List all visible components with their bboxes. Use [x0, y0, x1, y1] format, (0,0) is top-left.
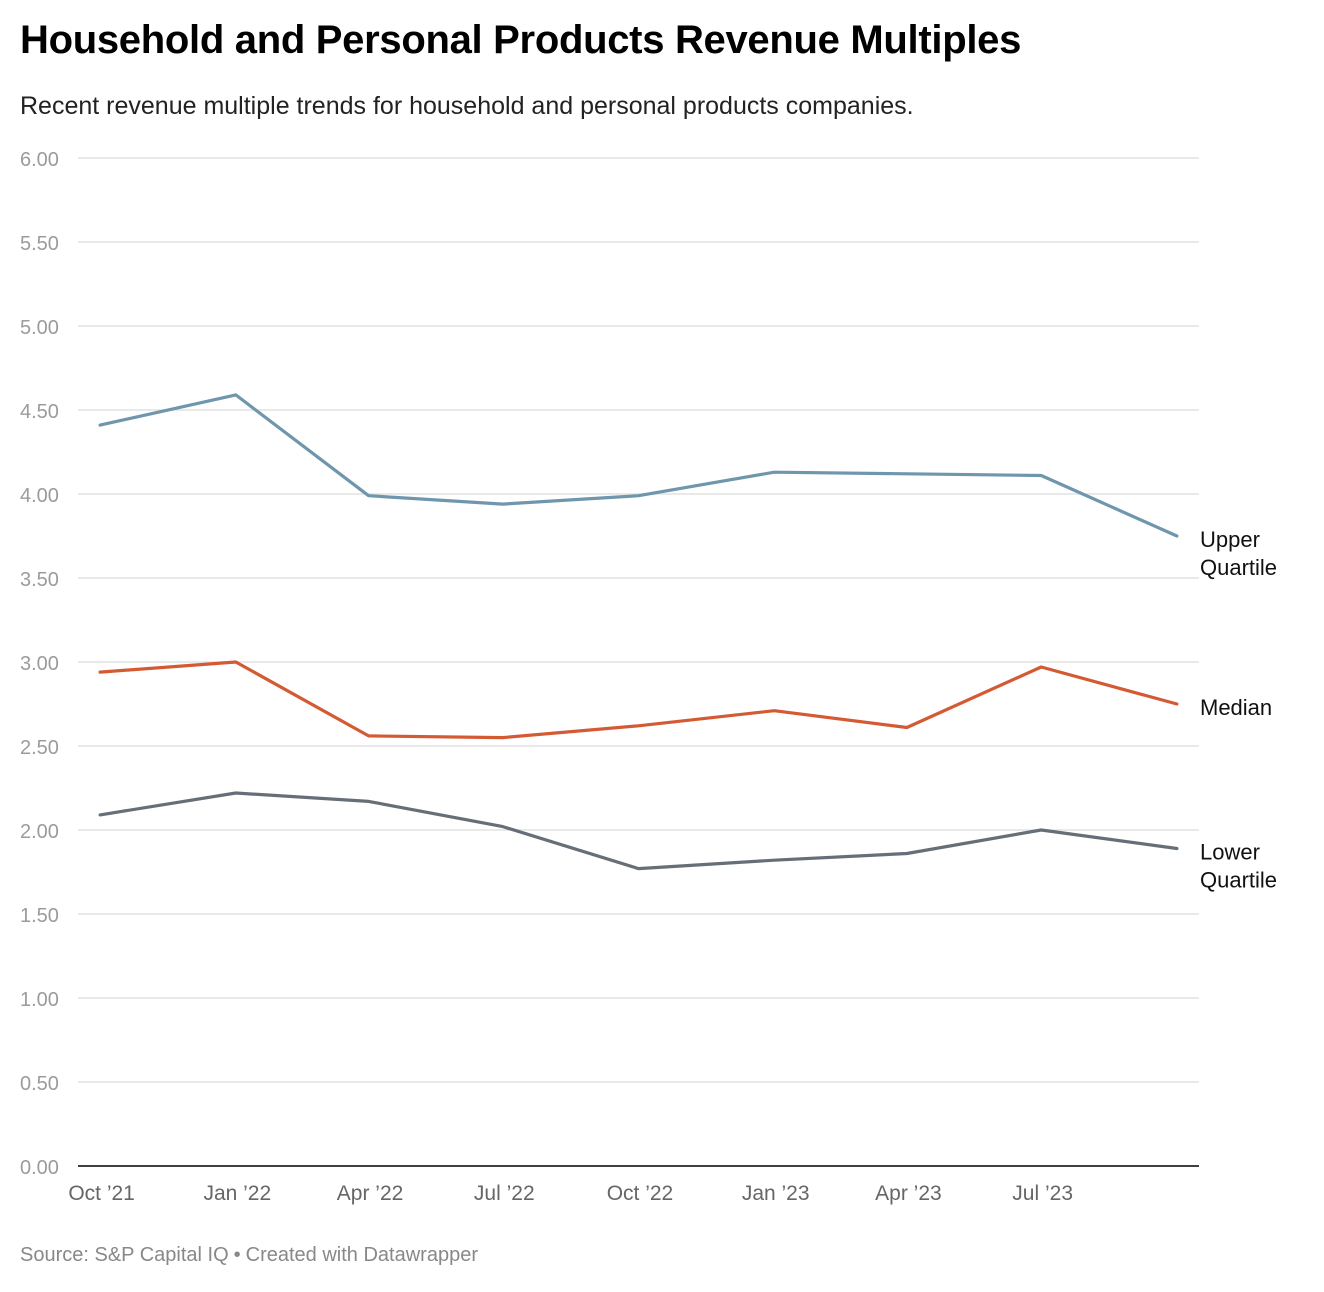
data-point-median	[637, 724, 640, 728]
data-point-lower-quartile	[98, 813, 102, 817]
data-point-lower-quartile	[773, 859, 776, 862]
y-tick-label: 6.00	[20, 149, 59, 171]
y-axis-tick-labels: 0.00 0.50 1.00 1.50 2.00 2.50 3.00 3.50 4.00 4.50…	[20, 149, 59, 1179]
series-line-lower-quartile	[98, 791, 1179, 871]
data-point-upper-quartile	[98, 423, 102, 427]
data-point-median	[501, 736, 504, 739]
data-point-upper-quartile	[1175, 534, 1179, 538]
data-point-median	[367, 734, 370, 738]
y-tick-label: 0.00	[20, 1157, 59, 1179]
data-point-lower-quartile	[1039, 828, 1043, 832]
x-tick-label: Oct ’21	[68, 1182, 135, 1205]
data-point-lower-quartile	[501, 825, 504, 828]
data-point-median	[1039, 665, 1043, 669]
data-point-upper-quartile	[637, 494, 640, 497]
data-point-upper-quartile	[1039, 474, 1043, 477]
gridlines	[78, 157, 1199, 1167]
data-point-upper-quartile	[905, 472, 909, 476]
series-label-line: Quartile	[1200, 867, 1277, 892]
x-axis-tick-labels: Oct ’21 Jan ’22 Apr ’22 Jul ’22 Oct ’22 Jan ’…	[68, 1182, 1073, 1205]
data-point-lower-quartile	[637, 867, 640, 870]
data-point-median	[773, 709, 776, 712]
x-tick-label: Jul ’23	[1012, 1182, 1073, 1205]
y-tick-label: 2.50	[20, 737, 59, 759]
series-label-line: Quartile	[1200, 555, 1277, 580]
x-tick-label: Jan ’23	[742, 1182, 810, 1205]
data-point-median	[1175, 702, 1179, 706]
footer-separator: •	[233, 1244, 241, 1266]
y-tick-label: 2.00	[20, 821, 59, 843]
y-tick-label: 5.50	[20, 233, 59, 255]
y-tick-label: 5.00	[20, 317, 59, 339]
data-point-upper-quartile	[234, 393, 238, 397]
y-tick-label: 1.50	[20, 905, 59, 927]
chart-footer: Source: S&P Capital IQ • Created with Data…	[20, 1244, 478, 1267]
x-tick-label: Jan ’22	[203, 1182, 271, 1205]
series-lines	[98, 393, 1179, 871]
data-point-lower-quartile	[1175, 847, 1179, 850]
chart-subtitle: Recent revenue multiple trends for house…	[20, 92, 914, 120]
x-tick-label: Apr ’23	[875, 1182, 942, 1205]
data-point-upper-quartile	[501, 502, 504, 506]
x-tick-label: Jul ’22	[474, 1182, 535, 1205]
series-label-upper-quartile: Upper Quartile	[1200, 527, 1277, 580]
y-tick-label: 3.50	[20, 569, 59, 591]
series-labels: Upper Quartile Median Lower Quartile	[1200, 527, 1277, 892]
x-tick-label: Apr ’22	[337, 1182, 404, 1205]
data-point-upper-quartile	[773, 470, 776, 474]
series-line-upper-quartile	[98, 393, 1179, 538]
data-point-median	[905, 726, 909, 729]
data-point-upper-quartile	[367, 494, 370, 497]
y-tick-label: 4.00	[20, 485, 59, 507]
source-note: Source: S&P Capital IQ	[20, 1244, 229, 1266]
data-point-median	[234, 660, 238, 664]
series-label-median: Median	[1200, 695, 1272, 720]
x-tick-label: Oct ’22	[607, 1182, 674, 1205]
data-point-lower-quartile	[905, 852, 909, 855]
series-label-line: Upper	[1200, 527, 1260, 552]
y-tick-label: 3.00	[20, 653, 59, 675]
chart-title: Household and Personal Products Revenue …	[20, 18, 1022, 62]
data-point-median	[98, 670, 102, 674]
y-tick-label: 1.00	[20, 989, 59, 1011]
series-label-lower-quartile: Lower Quartile	[1200, 839, 1277, 892]
data-point-lower-quartile	[367, 800, 370, 803]
credit-note: Created with Datawrapper	[245, 1244, 478, 1266]
y-tick-label: 4.50	[20, 401, 59, 423]
y-tick-label: 0.50	[20, 1073, 59, 1095]
series-label-line: Median	[1200, 695, 1272, 720]
series-label-line: Lower	[1200, 839, 1260, 864]
data-point-lower-quartile	[234, 791, 238, 795]
